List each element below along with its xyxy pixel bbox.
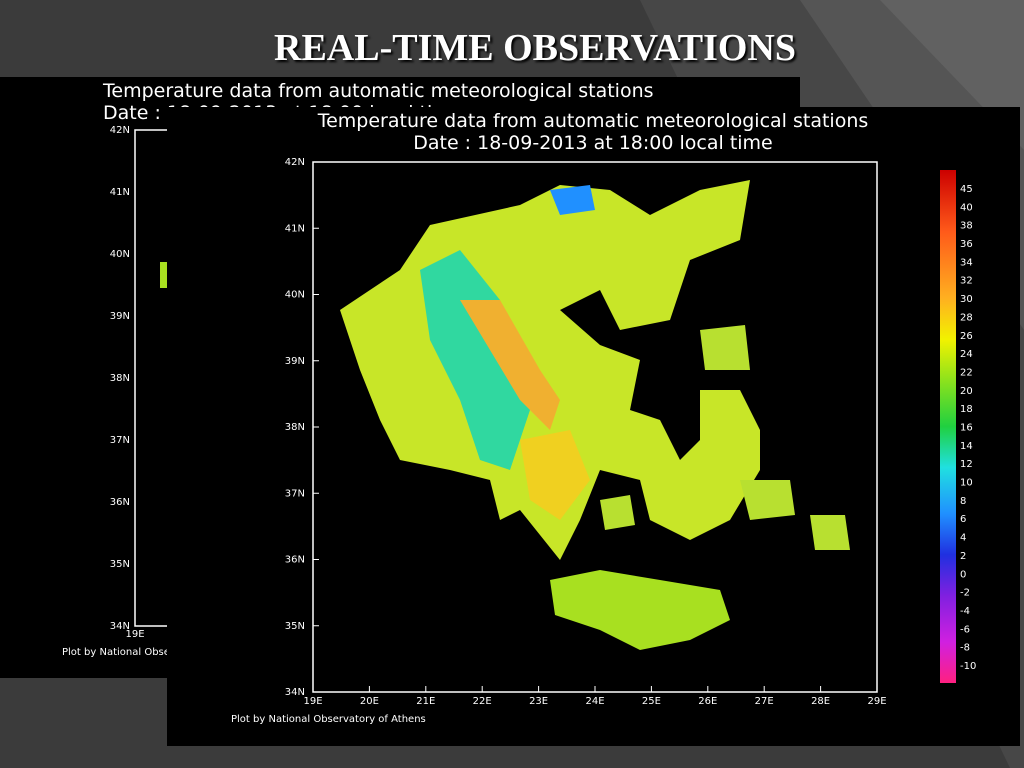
- map-fill: [520, 430, 590, 520]
- colorbar-label: 16: [960, 423, 973, 434]
- lat-label: 39N: [110, 311, 130, 322]
- colorbar: [940, 170, 956, 683]
- colorbar-label: 10: [960, 478, 973, 489]
- lon-label: 23E: [529, 696, 548, 707]
- lat-label: 36N: [285, 555, 305, 566]
- lon-label: 20E: [360, 696, 379, 707]
- lon-label: 19E: [303, 696, 322, 707]
- map-fill: [160, 262, 168, 288]
- lon-label: 27E: [755, 696, 774, 707]
- lat-label: 35N: [110, 559, 130, 570]
- colorbar-label: -8: [960, 643, 970, 654]
- map-fill: [600, 325, 850, 550]
- colorbar-label: 4: [960, 533, 966, 544]
- lat-label: 40N: [110, 249, 130, 260]
- colorbar-label: 14: [960, 441, 973, 452]
- colorbar-label: 24: [960, 349, 973, 360]
- lat-label: 34N: [285, 687, 305, 698]
- lon-label: 22E: [473, 696, 492, 707]
- lat-label: 38N: [285, 422, 305, 433]
- colorbar-label: 6: [960, 514, 966, 525]
- colorbar-label: 2: [960, 551, 966, 562]
- lon-label: 24E: [585, 696, 604, 707]
- lat-label: 34N: [110, 621, 130, 632]
- credit: Plot by National Observatory of Athens: [62, 647, 257, 658]
- colorbar-label: 0: [960, 569, 966, 580]
- lat-label: 39N: [285, 356, 305, 367]
- colorbar-label: -10: [960, 661, 976, 672]
- colorbar-label: 8: [960, 496, 966, 507]
- colorbar-label: 18: [960, 404, 973, 415]
- map-title: Temperature data from automatic meteorol…: [317, 110, 869, 132]
- colorbar-label: -2: [960, 588, 970, 599]
- map-fill: [460, 300, 560, 430]
- colorbar-label: 28: [960, 312, 973, 323]
- lon-label: 29E: [867, 696, 886, 707]
- colorbar-label: 45: [960, 184, 973, 195]
- colorbar-label: 40: [960, 202, 973, 213]
- colorbar-label: 30: [960, 294, 973, 305]
- map-title: Date : 18-09-2013 at 18:00 local time: [413, 132, 773, 154]
- map-fill: [550, 185, 595, 215]
- lat-label: 41N: [285, 223, 305, 234]
- lat-label: 36N: [110, 497, 130, 508]
- colorbar-label: 36: [960, 239, 973, 250]
- lon-label: 21E: [416, 696, 435, 707]
- lon-label: 28E: [811, 696, 830, 707]
- lat-label: 41N: [110, 187, 130, 198]
- lon-label: 25E: [642, 696, 661, 707]
- lat-label: 37N: [110, 435, 130, 446]
- lat-label: 42N: [285, 157, 305, 168]
- map-fill: [550, 570, 730, 650]
- colorbar-label: 34: [960, 257, 973, 268]
- map-fill: [420, 250, 530, 470]
- front-map: Temperature data from automatic meteorol…: [167, 107, 1020, 746]
- lon-label: 19E: [125, 629, 144, 640]
- colorbar-label: 12: [960, 459, 973, 470]
- colorbar-label: 22: [960, 367, 973, 378]
- lat-label: 40N: [285, 290, 305, 301]
- map-title: Temperature data from automatic meteorol…: [102, 80, 654, 102]
- colorbar-label: -6: [960, 624, 970, 635]
- lat-label: 37N: [285, 488, 305, 499]
- lat-label: 42N: [110, 125, 130, 136]
- lon-label: 26E: [698, 696, 717, 707]
- lat-label: 35N: [285, 621, 305, 632]
- colorbar-label: 20: [960, 386, 973, 397]
- colorbar-label: 32: [960, 276, 973, 287]
- credit: Plot by National Observatory of Athens: [231, 714, 426, 725]
- colorbar-label: 38: [960, 221, 973, 232]
- colorbar-label: 26: [960, 331, 973, 342]
- lat-label: 38N: [110, 373, 130, 384]
- slide-title: REAL-TIME OBSERVATIONS: [274, 27, 796, 69]
- colorbar-label: -4: [960, 606, 970, 617]
